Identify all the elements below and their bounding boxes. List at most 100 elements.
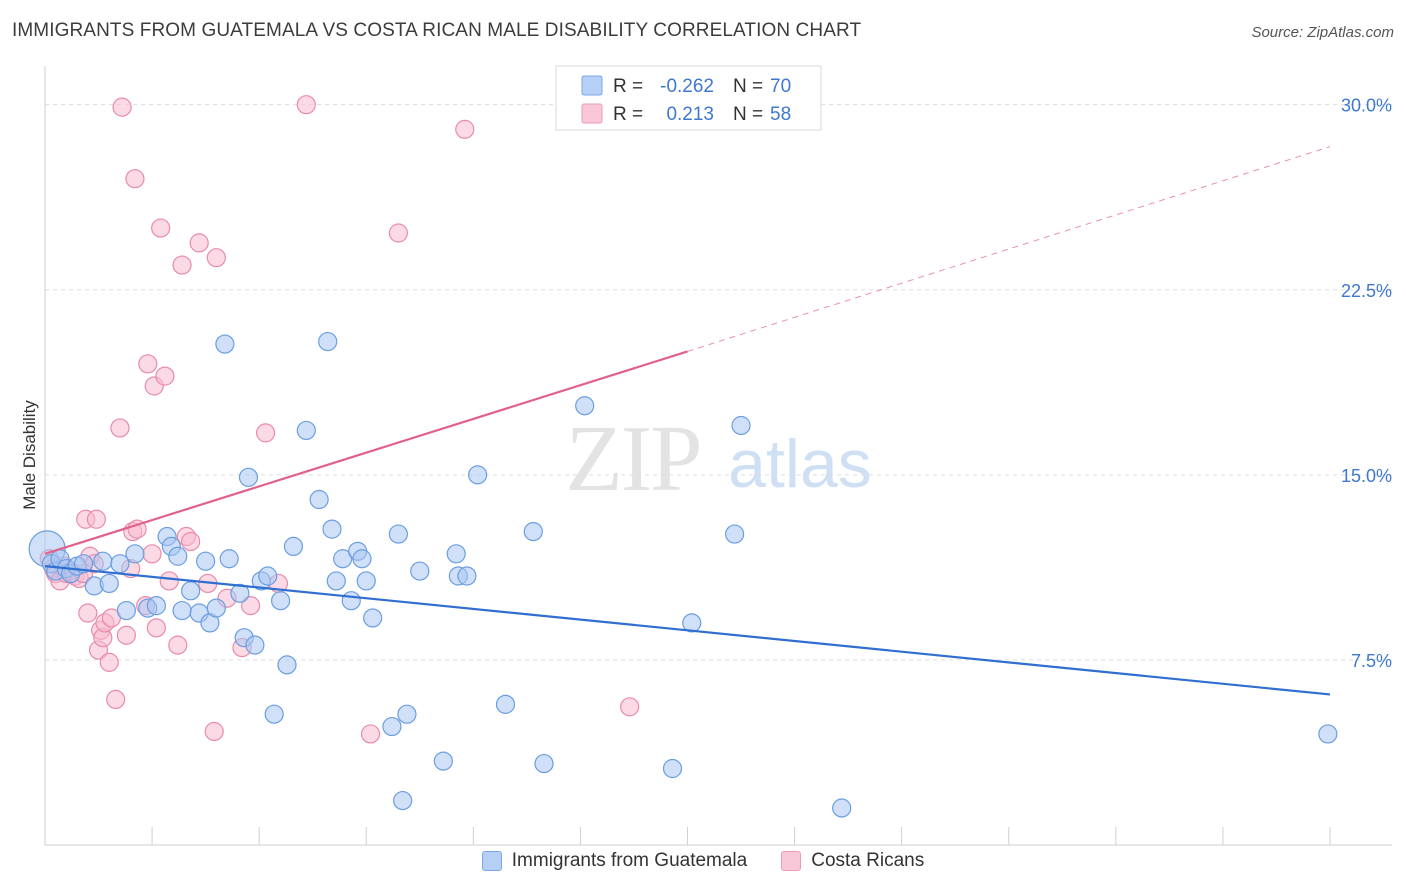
guatemala-point	[296, 420, 316, 441]
y-tick-label: 7.5%	[1351, 651, 1392, 671]
costa-ricans-point	[146, 618, 166, 638]
costa-ricans-point	[138, 354, 158, 374]
guatemala-point	[196, 551, 216, 571]
guatemala-point	[662, 758, 683, 779]
guatemala-point	[731, 415, 751, 436]
axes	[44, 66, 1392, 846]
guatemala-point	[388, 524, 408, 544]
stats-legend: R = -0.262 N = 70 R = 0.213 N = 58	[555, 65, 822, 131]
gridlines	[45, 104, 1392, 661]
guatemala-point	[382, 716, 402, 737]
guatemala-point	[495, 694, 516, 714]
stats-r-value-blue: -0.262	[660, 76, 714, 97]
costa-ricans-point	[189, 233, 209, 253]
costa-ricans-point	[296, 95, 316, 115]
costa-ricans-point	[106, 689, 126, 710]
stats-n-value-blue: 70	[770, 76, 791, 97]
guatemala-point	[341, 591, 361, 611]
stats-n-label-blue: N =	[733, 76, 763, 97]
trendlines	[44, 146, 1331, 696]
y-tick-label: 15.0%	[1341, 466, 1392, 486]
costa-ricans-point	[86, 509, 107, 529]
guatemala-point	[215, 334, 235, 354]
stats-swatch-blue	[581, 75, 603, 96]
guatemala-point	[832, 798, 852, 818]
chart-title: IMMIGRANTS FROM GUATEMALA VS COSTA RICAN…	[12, 20, 862, 41]
y-axis-label: Male Disability	[20, 400, 39, 510]
guatemala-point	[172, 600, 192, 621]
guatemala-point	[322, 519, 342, 539]
guatemala-point	[168, 546, 188, 566]
legend-label-costa-ricans: Costa Ricans	[811, 850, 925, 871]
guatemala-point	[410, 561, 430, 581]
source-credit: Source: ZipAtlas.com	[1251, 24, 1394, 41]
guatemala-point	[125, 544, 145, 564]
guatemala-point	[393, 790, 413, 811]
guatemala-point	[309, 489, 329, 510]
legend-item-guatemala[interactable]: Immigrants from Guatemala	[481, 850, 748, 872]
guatemala-point	[99, 573, 119, 594]
guatemala-point	[397, 704, 417, 724]
legend-item-costa-ricans[interactable]: Costa Ricans	[781, 850, 924, 872]
guatemala-point	[682, 613, 702, 633]
costa-ricans-point	[151, 218, 171, 238]
guatemala-point	[352, 549, 372, 569]
guatemala-point	[433, 751, 453, 771]
y-tick-label: 30.0%	[1341, 96, 1392, 116]
guatemala-point	[363, 608, 383, 628]
stats-r-value-pink: 0.213	[666, 104, 714, 125]
costa-ricans-point	[116, 625, 136, 645]
costa-ricans-point	[241, 596, 261, 616]
costa-ricans-point	[99, 652, 119, 672]
costa-ricans-point	[204, 721, 224, 742]
guatemala-point	[230, 583, 250, 603]
guatemala-point	[575, 396, 595, 416]
costa-ricans-point	[142, 544, 162, 564]
guatemala-point	[238, 467, 259, 487]
watermark-atlas: atlas	[728, 426, 872, 502]
guatemala-point	[146, 596, 166, 616]
costa-ricans-point	[78, 603, 98, 623]
guatemala-point	[270, 591, 291, 611]
guatemala-point	[326, 571, 346, 591]
watermark-zip: ZIP	[566, 407, 701, 511]
costa-ricans-point	[172, 255, 192, 275]
guatemala-point	[468, 465, 488, 485]
series-legend: Immigrants from Guatemala Costa Ricans	[0, 850, 1406, 872]
guatemala-point	[264, 704, 284, 724]
guatemala-point	[534, 753, 554, 774]
guatemala-point	[318, 331, 338, 352]
guatemala-point	[219, 549, 239, 569]
costa-ricans-point	[159, 571, 179, 591]
guatemala-point	[457, 566, 477, 586]
y-tick-label: 22.5%	[1341, 281, 1392, 301]
costa-ricans-point	[455, 119, 475, 139]
guatemala-point	[73, 554, 94, 574]
costa-ricans-point	[360, 724, 381, 744]
costa-ricans-point	[168, 635, 188, 655]
guatemala-point	[446, 544, 466, 564]
guatemala-point	[356, 571, 376, 591]
guatemala-point	[283, 536, 304, 557]
watermark: ZIP atlas	[566, 407, 872, 511]
costa-ricans-points	[39, 95, 640, 744]
costa-ricans-trendline-extension	[687, 146, 1331, 352]
stats-r-label-pink: R =	[613, 104, 643, 125]
guatemala-point	[725, 524, 745, 544]
costa-ricans-point	[388, 223, 408, 243]
guatemala-point	[181, 581, 201, 601]
guatemala-point	[258, 566, 278, 586]
costa-ricans-point	[127, 519, 147, 539]
scatter-plot: ZIP atlas 7.5%15.0%22.5%30.0% 0.0%60.0% …	[20, 65, 1392, 846]
legend-label-guatemala: Immigrants from Guatemala	[511, 850, 748, 871]
costa-ricans-point	[110, 418, 130, 438]
guatemala-points	[28, 331, 1338, 818]
guatemala-trendline	[44, 565, 1331, 696]
costa-ricans-point	[181, 531, 201, 552]
guatemala-point	[206, 598, 226, 618]
costa-ricans-trendline	[44, 350, 688, 555]
y-tick-labels: 7.5% 15.0% 22.5% 30.0%	[1341, 96, 1392, 671]
stats-r-label-blue: R =	[613, 76, 643, 97]
costa-ricans-point	[155, 366, 175, 386]
guatemala-point	[93, 551, 113, 571]
